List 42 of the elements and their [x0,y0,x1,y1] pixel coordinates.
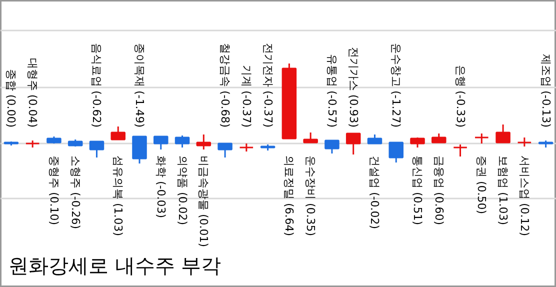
x-tick-label: 건설업 (-0.02) [368,156,382,230]
x-tick-label: 대형주 (0.04) [26,58,40,128]
x-tick-label: 철강금속 (-0.68) [218,42,232,128]
x-tick-label: 금융업 (0.60) [432,156,446,226]
x-tick-label: 서비스업 (0.12) [518,156,531,236]
x-tick-label: 보험업 (1.03) [496,156,510,226]
candlestick [132,136,147,164]
x-tick-label: 운수창고 (-1.27) [390,42,403,128]
x-tick-label: 은행 (-0.33) [454,64,467,128]
x-tick-label: 의료정밀 (6.64) [282,156,296,236]
candlestick [218,142,232,158]
x-tick-label: 의약품 (0.02) [176,156,189,226]
x-tick-label: 유통업 (-0.57) [325,54,338,128]
x-tick-label: 증권 (0.50) [475,156,488,214]
candlestick [474,132,490,144]
x-tick-label: 화학 (-0.03) [154,156,168,218]
x-tick-label: 기계 (-0.37) [240,64,253,128]
candlestick [174,134,190,148]
candlestick [388,142,404,164]
x-tick-label: 중형주 (0.10) [47,156,60,226]
candlestick [89,140,104,158]
x-tick-label: 운수장비 (0.35) [304,156,318,236]
x-tick-label: 종이목재 (-1.49) [133,42,146,128]
candlestick [154,136,168,150]
x-tick-label: 섬유의복 (1.03) [112,156,125,236]
candlestick [110,126,126,140]
x-tick-label: 통신업 (0.51) [411,156,424,226]
candlestick [303,132,318,144]
x-tick-label: 제조업 (-0.13) [539,54,552,128]
text: 원화강세로 내수주 부각 [8,254,222,278]
candlestick [410,136,425,148]
x-tick-label: 비금속광물 (0.01) [197,156,210,248]
x-tick-label: 소형주 (-0.26) [68,156,82,230]
candlestick [196,134,212,150]
candlestick [324,140,340,154]
x-tick-label: 전기가스 (0.93) [346,46,360,128]
candlestick [496,124,510,144]
x-tick-label: 종합 (0.00) [4,68,18,128]
candlestick [346,132,361,156]
x-tick-label: 음식료업 (-0.62) [90,42,104,128]
candlestick [452,144,468,158]
x-tick-label: 전기전자 (-0.37) [261,42,274,128]
